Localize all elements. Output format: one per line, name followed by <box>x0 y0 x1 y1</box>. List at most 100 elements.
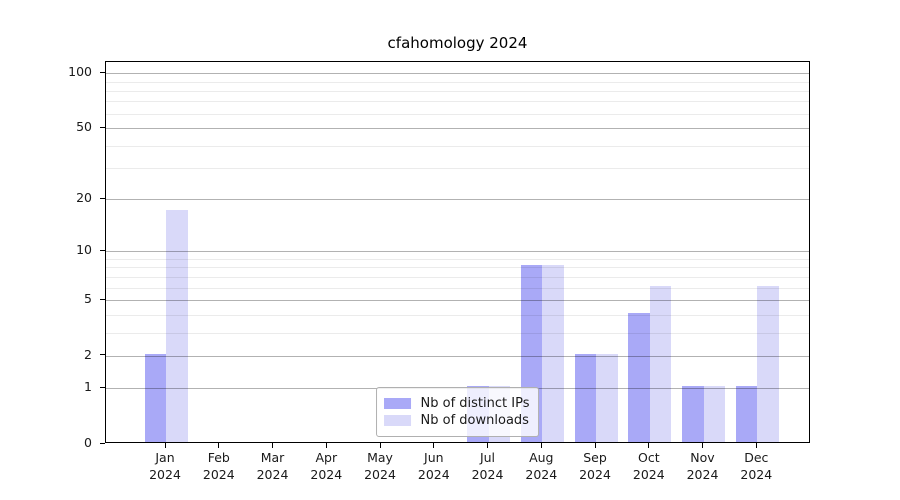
x-tick-month: Sep <box>583 450 607 465</box>
bar-nb-of-distinct-ips-dec <box>735 386 758 442</box>
y-tick-mark-20 <box>100 197 105 199</box>
x-tick-month: Aug <box>529 450 554 465</box>
y-tick-mark-50 <box>100 126 105 128</box>
x-tick-month: Apr <box>315 450 338 465</box>
y-tick-label-20: 20 <box>76 190 92 206</box>
x-tick-label-feb: Feb 2024 <box>189 450 249 483</box>
legend-item-nb-of-distinct-ips: Nb of distinct IPs <box>383 396 529 411</box>
x-tick-year: 2024 <box>149 466 181 482</box>
x-tick-label-sep: Sep 2024 <box>565 450 625 483</box>
x-tick-mark-dec <box>755 443 757 448</box>
x-tick-label-jun: Jun 2024 <box>404 450 464 483</box>
bar-nb-of-distinct-ips-jan <box>144 353 166 442</box>
x-tick-month: Oct <box>637 450 660 465</box>
chart-title: cfahomology 2024 <box>387 34 528 52</box>
x-tick-label-oct: Oct 2024 <box>619 450 679 483</box>
y-tick-mark-0 <box>100 442 105 444</box>
legend: Nb of distinct IPs Nb of downloads <box>375 387 540 437</box>
x-tick-month: Dec <box>744 450 769 465</box>
major-gridline-10 <box>106 251 809 253</box>
major-gridline-50 <box>106 128 809 129</box>
x-tick-month: Jan <box>155 450 175 465</box>
minor-gridline-8 <box>106 267 809 269</box>
plot-area: Nb of distinct IPs Nb of downloads <box>105 61 810 443</box>
y-tick-label-2: 2 <box>84 346 92 362</box>
y-tick-label-0: 0 <box>84 435 92 450</box>
bar-nb-of-downloads-nov <box>703 386 725 442</box>
x-tick-label-aug: Aug 2024 <box>511 450 571 483</box>
x-tick-mark-oct <box>648 443 650 448</box>
x-tick-year: 2024 <box>632 466 665 482</box>
major-gridline-100 <box>106 73 809 75</box>
y-tick-mark-10 <box>100 249 105 251</box>
x-tick-mark-jan <box>164 443 166 448</box>
y-tick-label-10: 10 <box>76 242 92 258</box>
x-tick-label-jan: Jan 2024 <box>135 450 195 483</box>
minor-gridline-70 <box>106 101 809 103</box>
x-tick-mark-jun <box>433 443 435 448</box>
major-gridline-2 <box>106 355 809 357</box>
x-tick-label-jul: Jul 2024 <box>458 450 518 483</box>
major-gridline-5 <box>106 300 809 301</box>
x-tick-label-dec: Dec 2024 <box>726 450 786 483</box>
minor-gridline-80 <box>106 90 809 92</box>
y-tick-label-5: 5 <box>84 291 92 306</box>
x-tick-mark-may <box>379 443 381 448</box>
x-tick-year: 2024 <box>686 466 719 482</box>
bar-nb-of-distinct-ips-nov <box>682 386 704 442</box>
x-tick-month: Mar <box>260 450 285 465</box>
x-tick-month: Jul <box>479 450 496 465</box>
minor-gridline-9 <box>106 259 809 260</box>
bar-nb-of-downloads-dec <box>757 285 779 442</box>
x-tick-year: 2024 <box>740 466 773 482</box>
y-tick-label-50: 50 <box>76 119 92 134</box>
x-tick-mark-jul <box>487 443 489 448</box>
x-tick-mark-nov <box>702 443 704 448</box>
x-tick-mark-feb <box>218 443 220 448</box>
y-tick-label-1: 1 <box>84 379 92 395</box>
bar-nb-of-downloads-aug <box>542 265 564 442</box>
y-tick-mark-1 <box>100 386 105 388</box>
minor-gridline-30 <box>106 168 809 169</box>
y-tick-mark-100 <box>100 71 105 73</box>
legend-swatch-icon <box>383 398 411 409</box>
bar-nb-of-downloads-jan <box>166 209 188 442</box>
bar-nb-of-distinct-ips-oct <box>628 312 650 442</box>
legend-swatch-icon <box>383 415 411 426</box>
x-tick-year: 2024 <box>525 466 558 482</box>
bar-nb-of-downloads-oct <box>649 285 672 442</box>
x-tick-year: 2024 <box>364 466 396 482</box>
x-tick-mark-mar <box>272 443 274 448</box>
x-tick-label-apr: Apr 2024 <box>296 450 356 483</box>
x-tick-mark-aug <box>540 443 542 448</box>
x-tick-year: 2024 <box>310 466 343 482</box>
y-tick-label-100: 100 <box>68 64 92 80</box>
y-tick-mark-5 <box>100 298 105 300</box>
minor-gridline-7 <box>106 276 809 278</box>
legend-item-nb-of-downloads: Nb of downloads <box>383 413 530 428</box>
minor-gridline-6 <box>106 287 809 289</box>
minor-gridline-4 <box>106 314 809 316</box>
bar-nb-of-distinct-ips-sep <box>574 353 596 442</box>
minor-gridline-3 <box>106 332 809 334</box>
x-tick-month: Nov <box>690 450 715 465</box>
x-tick-mark-sep <box>594 443 596 448</box>
x-tick-month: Jun <box>424 450 444 465</box>
bar-nb-of-downloads-sep <box>596 353 618 442</box>
minor-gridline-90 <box>106 81 809 83</box>
x-tick-year: 2024 <box>579 466 611 482</box>
major-gridline-20 <box>106 199 809 201</box>
minor-gridline-60 <box>106 113 809 115</box>
x-tick-label-may: May 2024 <box>350 450 410 483</box>
x-tick-label-mar: Mar 2024 <box>243 450 303 483</box>
x-tick-year: 2024 <box>256 466 289 482</box>
y-tick-mark-2 <box>100 354 105 356</box>
x-tick-year: 2024 <box>202 466 235 482</box>
x-tick-year: 2024 <box>471 466 504 482</box>
x-tick-year: 2024 <box>417 466 450 482</box>
legend-label: Nb of downloads <box>420 413 529 428</box>
minor-gridline-40 <box>106 145 809 147</box>
x-tick-label-nov: Nov 2024 <box>673 450 733 483</box>
x-tick-month: Feb <box>207 450 230 465</box>
